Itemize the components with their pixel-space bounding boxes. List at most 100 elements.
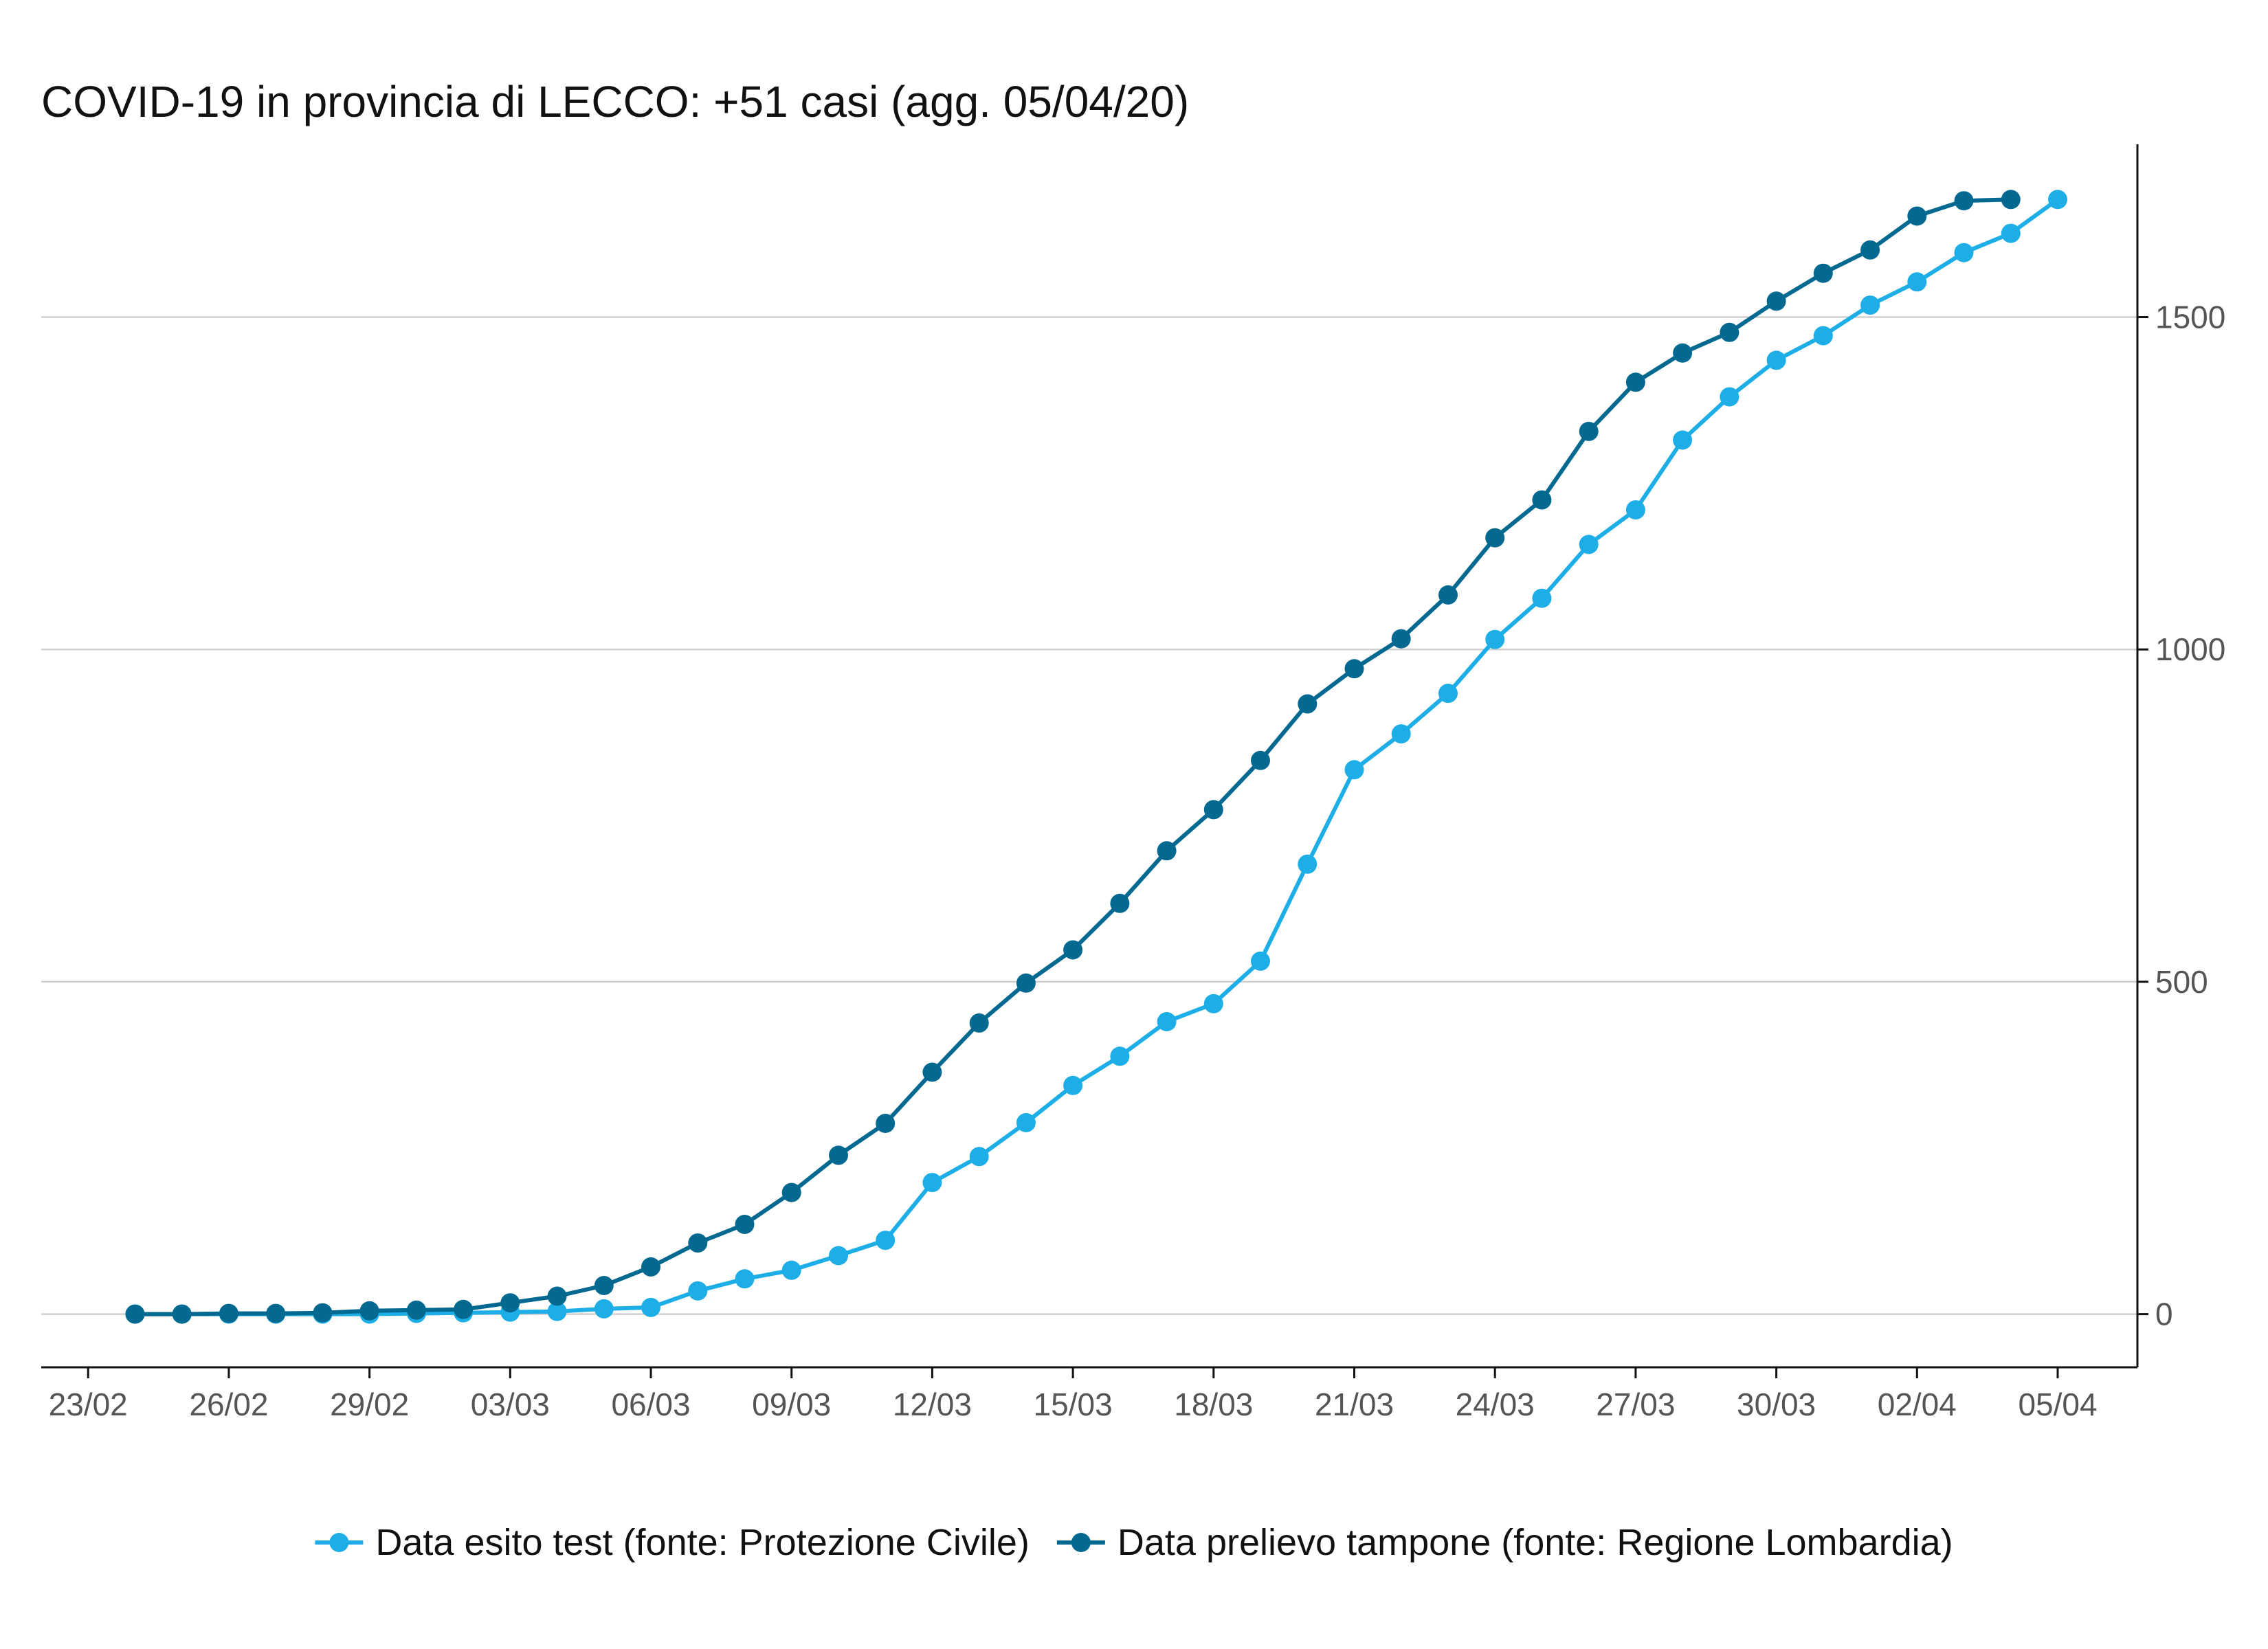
- data-point: [1625, 372, 1645, 392]
- data-point: [454, 1299, 474, 1319]
- data-point: [1907, 206, 1927, 226]
- legend-label: Data prelievo tampone (fonte: Regione Lo…: [1118, 1522, 1953, 1563]
- series-2: [125, 190, 2021, 1324]
- data-point: [922, 1173, 942, 1193]
- x-tick-label: 03/03: [471, 1387, 550, 1422]
- data-point: [969, 1013, 989, 1033]
- legend-swatch-point: [1071, 1533, 1091, 1552]
- data-point: [876, 1114, 896, 1133]
- data-point: [1251, 951, 1270, 971]
- data-point: [1954, 191, 1974, 211]
- x-tick-label: 02/04: [1878, 1387, 1957, 1422]
- data-point: [1532, 490, 1552, 510]
- data-point: [781, 1182, 801, 1202]
- data-point: [735, 1215, 755, 1234]
- data-point: [1110, 1046, 1130, 1066]
- x-tick-label: 23/02: [49, 1387, 128, 1422]
- x-tick-label: 06/03: [611, 1387, 690, 1422]
- legend-swatch-point: [329, 1533, 349, 1552]
- data-point: [266, 1303, 286, 1323]
- x-tick-label: 21/03: [1315, 1387, 1394, 1422]
- axes: 0 500 1000 1500 23/02 26/02 29/02 03/03 06/03 09/…: [41, 144, 2225, 1422]
- chart-title: COVID-19 in provincia di LECCO: +51 casi…: [41, 77, 1189, 126]
- data-point: [1766, 291, 1786, 311]
- data-point: [500, 1293, 520, 1313]
- x-tick-label: 26/02: [189, 1387, 268, 1422]
- data-point: [829, 1145, 848, 1165]
- data-point: [1438, 585, 1458, 605]
- data-point: [781, 1260, 801, 1280]
- x-tick-label: 30/03: [1737, 1387, 1816, 1422]
- data-point: [1579, 535, 1599, 554]
- data-point: [1251, 750, 1270, 770]
- data-point: [1391, 629, 1411, 649]
- data-point: [1344, 760, 1364, 780]
- data-point: [1203, 800, 1223, 820]
- data-point: [1203, 994, 1223, 1013]
- y-tick-label: 500: [2155, 964, 2208, 1000]
- x-tick-label: 15/03: [1034, 1387, 1113, 1422]
- series-line-2: [135, 197, 2011, 1316]
- data-point: [2001, 190, 2021, 210]
- data-point: [1860, 295, 1880, 315]
- data-point: [1813, 326, 1833, 346]
- y-tick-label: 1000: [2155, 631, 2225, 667]
- data-point: [125, 1304, 145, 1324]
- data-point: [547, 1286, 567, 1306]
- data-point: [876, 1231, 896, 1250]
- series-layer: [125, 190, 2067, 1324]
- legend-item-1: Data esito test (fonte: Protezione Civil…: [315, 1522, 1030, 1563]
- data-point: [2048, 190, 2067, 210]
- data-point: [313, 1303, 333, 1323]
- x-tick-label: 27/03: [1596, 1387, 1675, 1422]
- data-point: [1954, 243, 1974, 262]
- data-point: [547, 1301, 567, 1321]
- legend: Data esito test (fonte: Protezione Civil…: [315, 1522, 1953, 1563]
- data-point: [2001, 223, 2021, 243]
- x-tick-label: 09/03: [752, 1387, 831, 1422]
- legend-item-2: Data prelievo tampone (fonte: Regione Lo…: [1056, 1522, 1953, 1563]
- data-point: [594, 1276, 614, 1295]
- data-point: [922, 1062, 942, 1082]
- series-1: [125, 190, 2067, 1324]
- data-point: [1016, 973, 1036, 993]
- data-point: [1157, 841, 1177, 861]
- data-point: [1485, 629, 1505, 649]
- data-point: [1766, 350, 1786, 370]
- data-point: [1813, 263, 1833, 283]
- x-tick-label: 05/04: [2018, 1387, 2097, 1422]
- data-point: [1110, 893, 1130, 913]
- x-tick-label: 29/02: [330, 1387, 409, 1422]
- data-point: [969, 1147, 989, 1167]
- data-point: [1673, 343, 1693, 363]
- data-point: [1391, 724, 1411, 744]
- data-point: [1720, 387, 1739, 407]
- data-point: [594, 1299, 614, 1319]
- data-point: [688, 1233, 708, 1253]
- data-point: [1063, 940, 1083, 960]
- data-point: [1485, 528, 1505, 548]
- data-point: [641, 1257, 660, 1277]
- y-tick-label: 0: [2155, 1297, 2173, 1332]
- data-point: [1532, 588, 1552, 608]
- data-point: [688, 1281, 708, 1301]
- x-tick-label: 12/03: [893, 1387, 972, 1422]
- data-point: [1860, 240, 1880, 260]
- x-tick-label: 18/03: [1174, 1387, 1253, 1422]
- data-point: [1157, 1012, 1177, 1031]
- x-tick-label: 24/03: [1456, 1387, 1535, 1422]
- data-point: [1344, 659, 1364, 679]
- y-tick-label: 1500: [2155, 300, 2225, 335]
- gridlines: [41, 316, 2137, 1315]
- data-point: [1063, 1075, 1083, 1095]
- data-point: [219, 1303, 238, 1323]
- data-point: [1673, 430, 1693, 450]
- data-point: [1720, 322, 1739, 342]
- data-point: [359, 1301, 379, 1321]
- data-point: [1579, 421, 1599, 441]
- legend-label: Data esito test (fonte: Protezione Civil…: [375, 1522, 1029, 1563]
- data-point: [172, 1304, 192, 1324]
- data-point: [1016, 1113, 1036, 1132]
- data-point: [829, 1246, 848, 1266]
- data-point: [406, 1300, 426, 1320]
